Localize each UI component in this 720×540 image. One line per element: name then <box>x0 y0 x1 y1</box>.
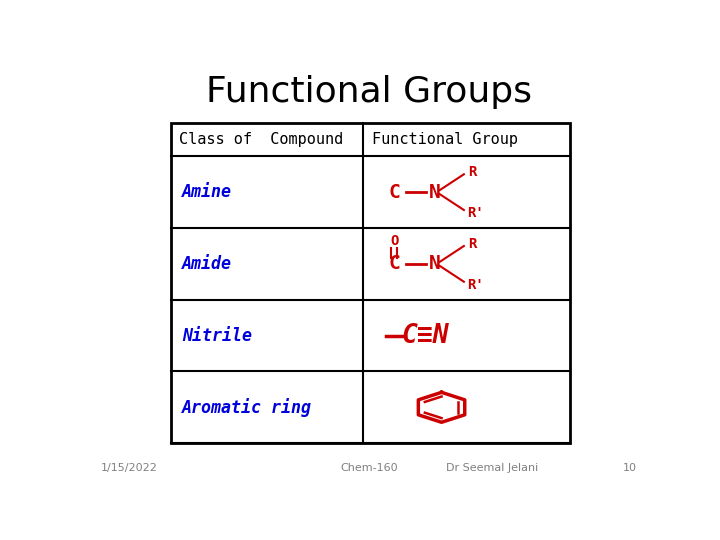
Text: Amine: Amine <box>182 183 232 201</box>
Bar <box>171 123 570 443</box>
Text: R: R <box>469 237 477 251</box>
Text: Amide: Amide <box>182 255 232 273</box>
Text: R': R' <box>467 206 483 220</box>
Text: C: C <box>388 183 400 201</box>
Text: O: O <box>390 234 398 248</box>
Text: N: N <box>428 183 440 201</box>
Text: Functional Groups: Functional Groups <box>206 75 532 109</box>
Text: Aromatic ring: Aromatic ring <box>182 398 312 417</box>
Text: Class of  Compound: Class of Compound <box>179 132 343 147</box>
Text: 10: 10 <box>623 463 637 473</box>
Text: C: C <box>388 254 400 273</box>
Text: R': R' <box>467 278 483 292</box>
Text: Dr Seemal Jelani: Dr Seemal Jelani <box>446 463 538 473</box>
Text: Nitrile: Nitrile <box>182 327 252 345</box>
Text: C≡N: C≡N <box>401 322 449 349</box>
Text: 1/15/2022: 1/15/2022 <box>101 463 158 473</box>
Text: R: R <box>469 165 477 179</box>
Text: N: N <box>428 254 440 273</box>
Text: Functional Group: Functional Group <box>372 132 518 147</box>
Text: Chem-160: Chem-160 <box>340 463 398 473</box>
